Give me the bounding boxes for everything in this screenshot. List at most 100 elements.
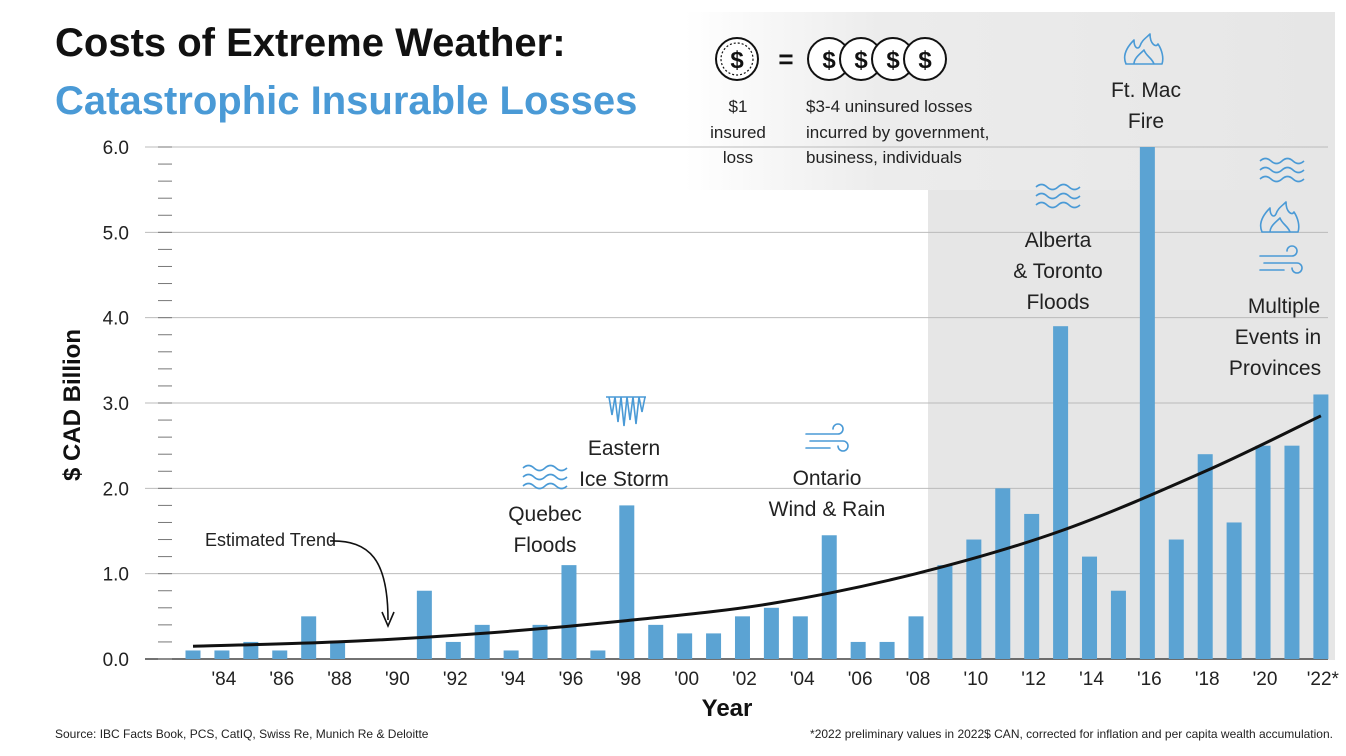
annotation-line: Floods	[1026, 291, 1089, 314]
bar	[532, 624, 548, 659]
x-tick-label: '12	[1021, 669, 1046, 690]
x-tick-label: '02	[732, 669, 757, 690]
bar	[966, 539, 982, 659]
bar	[561, 565, 577, 659]
annotation-quebec-floods: Quebec Floods	[508, 464, 582, 557]
bars	[185, 147, 1329, 659]
bar	[445, 641, 461, 659]
bar	[1197, 454, 1213, 659]
x-tick-label: '04	[790, 669, 815, 690]
legend-equals: =	[778, 44, 793, 74]
bar	[937, 565, 953, 659]
x-axis-label: Year	[702, 695, 753, 722]
coin-stack-icon: $ $ $ $	[807, 37, 947, 81]
legend-shade	[685, 12, 1335, 190]
bar	[590, 650, 606, 659]
x-tick-labels: '84 '86 '88 '90 '92 '94 '96 '98 '00 '02 '04 '06 '08 '…	[212, 669, 1340, 690]
bar	[734, 616, 750, 659]
bar	[879, 641, 895, 659]
x-tick-label: '22*	[1307, 669, 1340, 690]
bar	[330, 641, 346, 659]
x-tick-label: '98	[616, 669, 641, 690]
footnote: *2022 preliminary values in 2022$ CAN, c…	[810, 727, 1333, 741]
bar	[995, 488, 1011, 659]
bar	[1082, 556, 1098, 659]
x-tick-label: '96	[559, 669, 584, 690]
bar	[677, 633, 693, 659]
bar	[1168, 539, 1184, 659]
annotation-line: Ft. Mac	[1111, 79, 1181, 102]
fire-icon	[1259, 201, 1300, 233]
bar	[272, 650, 288, 659]
bar	[214, 650, 230, 659]
x-tick-label: '18	[1195, 669, 1220, 690]
bar	[821, 535, 837, 659]
bar	[648, 624, 664, 659]
annotation-line: Ice Storm	[579, 468, 669, 491]
annotation-line: Multiple	[1248, 295, 1320, 318]
wind-icon	[805, 423, 849, 452]
y-tick-label: 2.0	[103, 479, 129, 500]
bar	[185, 650, 201, 659]
x-tick-label: '94	[501, 669, 526, 690]
trend-line	[192, 414, 1322, 648]
x-tick-label: '84	[212, 669, 237, 690]
chart-title: Costs of Extreme Weather:	[55, 21, 566, 65]
chart-subtitle: Catastrophic Insurable Losses	[55, 79, 637, 123]
bar	[1139, 147, 1155, 659]
x-tick-label: '90	[385, 669, 410, 690]
bar	[1226, 522, 1242, 659]
bar	[792, 616, 808, 659]
annotation-line: & Toronto	[1013, 260, 1103, 283]
bar	[1313, 394, 1329, 659]
bar	[416, 590, 432, 659]
annotation-line: Fire	[1128, 110, 1164, 133]
trend-label: Estimated Trend	[205, 530, 336, 550]
bar	[763, 607, 779, 659]
annotation-line: Events in	[1235, 326, 1321, 349]
bar	[619, 505, 635, 659]
bar	[706, 633, 722, 659]
legend-left-line: loss	[723, 148, 753, 167]
icicles-icon	[606, 396, 646, 427]
fire-icon	[1123, 33, 1164, 65]
coin-symbol: $	[918, 47, 932, 74]
bar	[1024, 513, 1040, 659]
legend-left-line: $1	[729, 97, 748, 116]
x-tick-label: '92	[443, 669, 468, 690]
x-tick-label: '08	[906, 669, 931, 690]
y-tick-labels: 0.0 1.0 2.0 3.0 4.0 5.0 6.0	[103, 138, 129, 671]
x-tick-label: '20	[1253, 669, 1278, 690]
y-axis-label: $ CAD Billion	[59, 329, 86, 481]
legend: $ = $ $ $ $ $1 insured loss $3-4 uninsur…	[710, 37, 989, 167]
legend-right-line: $3-4 uninsured losses	[806, 97, 972, 116]
annotation-ft-mac-fire: Ft. Mac Fire	[1111, 33, 1181, 133]
annotation-line: Ontario	[793, 467, 862, 490]
x-tick-label: '88	[327, 669, 352, 690]
trend-arrow	[329, 540, 389, 621]
y-tick-label: 6.0	[103, 138, 129, 159]
legend-right-line: incurred by government,	[806, 123, 989, 142]
y-tick-label: 3.0	[103, 394, 129, 415]
y-tick-label: 4.0	[103, 309, 129, 330]
x-tick-label: '00	[674, 669, 699, 690]
annotation-line: Quebec	[508, 503, 582, 526]
coin-icon: $	[715, 37, 759, 81]
water-waves-icon	[522, 464, 568, 490]
bar	[908, 616, 924, 659]
bar	[1053, 326, 1069, 659]
x-tick-label: '86	[269, 669, 294, 690]
coin-symbol: $	[822, 47, 836, 74]
annotation-ontario-wind-rain: Ontario Wind & Rain	[769, 423, 886, 521]
legend-left-line: insured	[710, 123, 766, 142]
annotation-eastern-ice-storm: Eastern Ice Storm	[579, 396, 669, 491]
bar	[474, 624, 490, 659]
annotation-line: Wind & Rain	[769, 498, 886, 521]
water-waves-icon	[1035, 183, 1081, 209]
x-tick-label: '16	[1137, 669, 1162, 690]
wind-icon	[1259, 245, 1303, 274]
bar	[1110, 590, 1126, 659]
bar	[503, 650, 519, 659]
bar	[1284, 445, 1300, 659]
